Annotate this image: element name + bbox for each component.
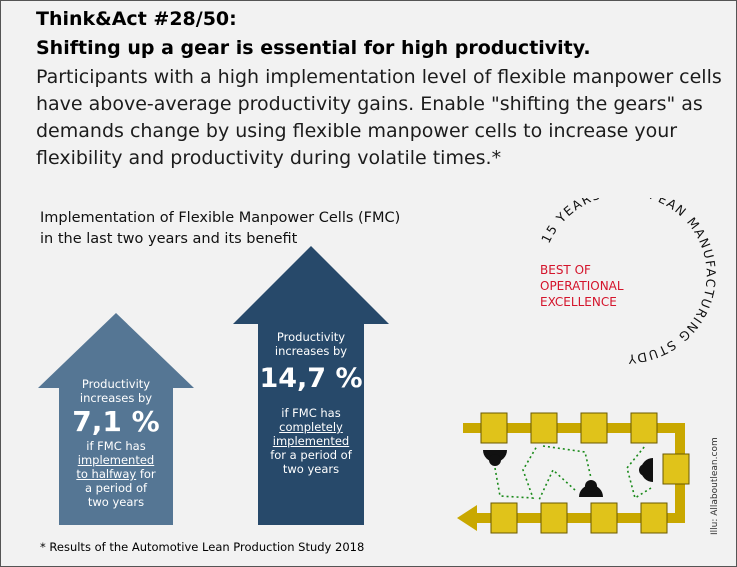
arrow-complete-label2: increases by bbox=[274, 344, 348, 358]
arrow-complete-value: 14,7 % bbox=[259, 363, 363, 394]
series-label: Think&Act #28/50: bbox=[36, 8, 237, 30]
worker-icon bbox=[639, 458, 653, 482]
arrow-complete-line2: completely bbox=[279, 420, 343, 434]
arrow-halfway-line1: if FMC has bbox=[86, 439, 146, 453]
worker-icon bbox=[579, 480, 603, 497]
badge-title: BEST OF OPERATIONAL EXCELLENCE bbox=[540, 262, 640, 310]
illustration-credit: Illu: Allaboutlean.com bbox=[710, 437, 720, 535]
badge-line2: OPERATIONAL bbox=[540, 279, 624, 293]
arrow-halfway: Productivity increases by 7,1 % if FMC h… bbox=[38, 313, 194, 525]
conveyor-arrow-icon bbox=[457, 505, 477, 531]
arrow-complete: Productivity increases by 14,7 % if FMC … bbox=[233, 246, 389, 525]
arrow-halfway-line3b: for bbox=[136, 467, 156, 481]
arrow-complete-line3: implemented bbox=[272, 434, 350, 448]
badge-line1: BEST OF bbox=[540, 263, 591, 277]
arrow-complete-label1: Productivity bbox=[276, 330, 346, 344]
arrow-complete-line5: two years bbox=[282, 462, 340, 476]
arrow-halfway-label2: increases by bbox=[79, 391, 153, 405]
arrow-complete-shape bbox=[233, 246, 389, 525]
conveyor-diagram bbox=[457, 412, 690, 534]
footnote: * Results of the Automotive Lean Product… bbox=[40, 540, 365, 554]
arrow-halfway-label1: Productivity bbox=[81, 377, 151, 391]
worker-icon bbox=[483, 450, 507, 466]
intro-text: Participants with a high implementation … bbox=[36, 66, 722, 169]
manpower-cell-illustration bbox=[455, 408, 695, 538]
study-badge: 15 YEARS EUROPEAN MANUFACTURING STUDY bbox=[522, 183, 722, 378]
chart-title: Implementation of Flexible Manpower Cell… bbox=[40, 208, 460, 250]
worker-path-lines bbox=[494, 445, 652, 501]
arrow-halfway-line4: a period of bbox=[84, 481, 148, 495]
badge-ring: 15 YEARS EUROPEAN MANUFACTURING STUDY bbox=[538, 183, 717, 367]
headline: Shifting up a gear is essential for high… bbox=[36, 37, 591, 59]
chart-title-line1: Implementation of Flexible Manpower Cell… bbox=[40, 210, 401, 226]
arrow-halfway-line3: to halfway bbox=[76, 467, 137, 481]
arrow-halfway-shape bbox=[38, 313, 194, 525]
chart-title-line2: in the last two years and its benefit bbox=[40, 231, 298, 247]
arrow-halfway-line2: implemented bbox=[77, 453, 155, 467]
arrow-halfway-value: 7,1 % bbox=[72, 405, 160, 438]
badge-line3: EXCELLENCE bbox=[540, 295, 617, 309]
arrow-complete-line4: for a period of bbox=[270, 448, 352, 462]
arrow-halfway-line5: two years bbox=[87, 495, 145, 509]
arrow-complete-line1: if FMC has bbox=[281, 406, 341, 420]
